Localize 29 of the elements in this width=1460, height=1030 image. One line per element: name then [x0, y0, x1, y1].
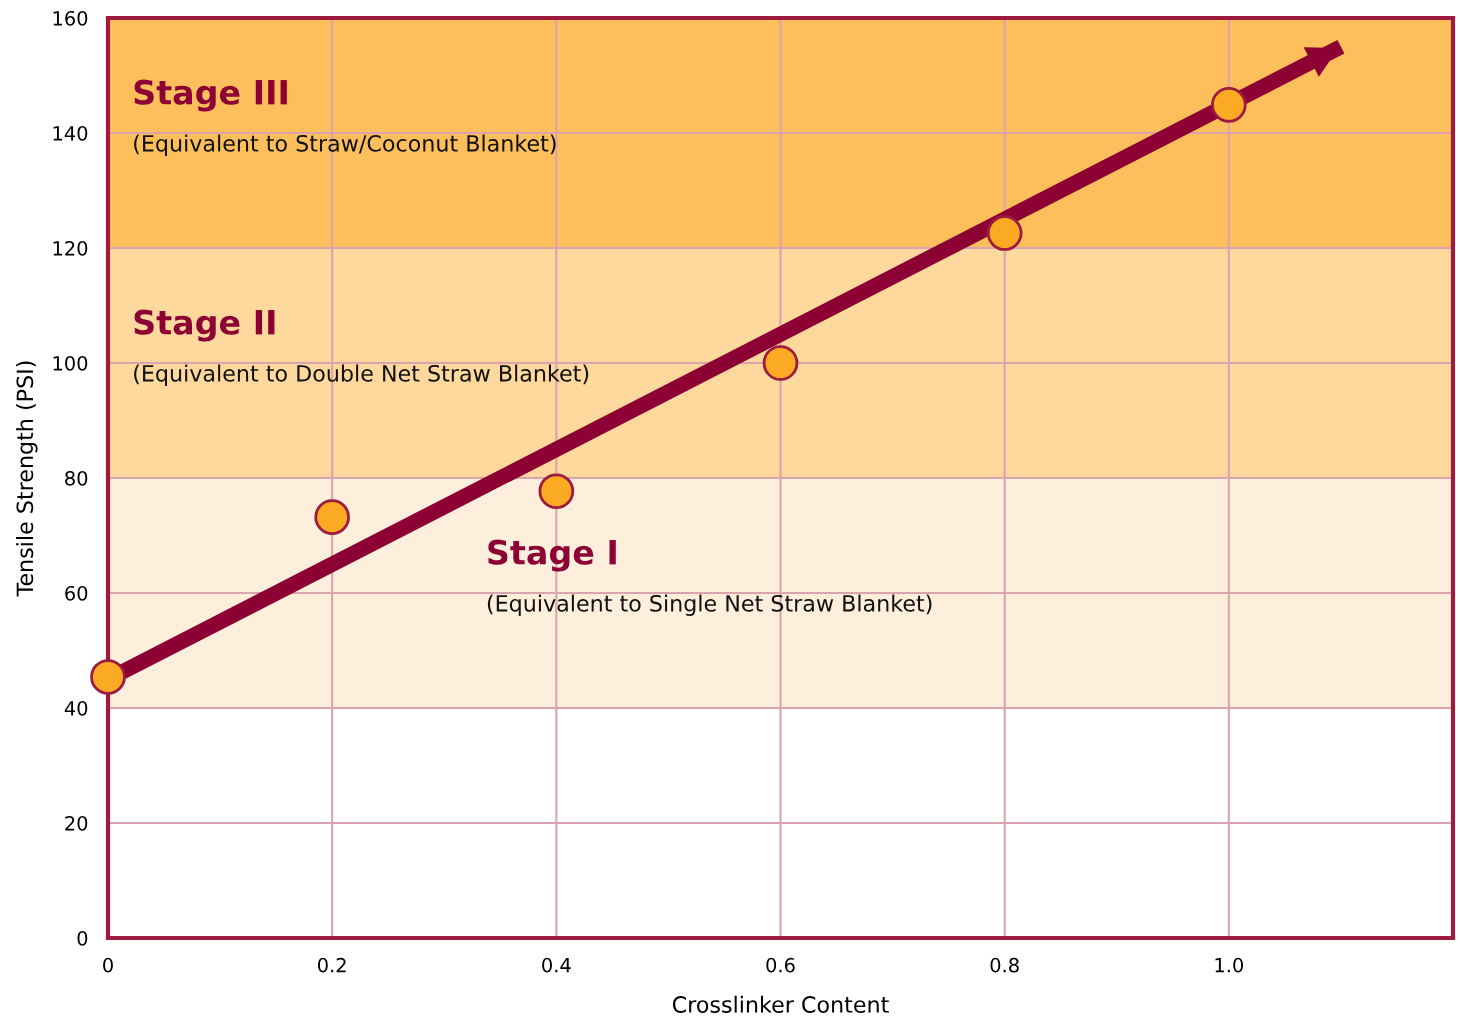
annotation: (Equivalent to Single Net Straw Blanket)	[487, 594, 932, 616]
y-tick-label: 160	[53, 10, 88, 26]
point	[762, 345, 799, 381]
band-label: Stage III	[134, 79, 287, 112]
point	[986, 215, 1023, 251]
x-tick-label: 1.0	[1215, 957, 1243, 973]
annotation: (Equivalent to Double Net Straw Blanket)	[134, 364, 589, 386]
annotation: (Equivalent to Straw/Coconut Blanket)	[134, 134, 556, 156]
y-tick-label: 80	[65, 470, 88, 486]
point	[314, 499, 350, 535]
band-label: Stage II	[134, 309, 275, 342]
y-axis-title: Tensile Strength (PSI)	[16, 361, 38, 597]
y-tick-label: 120	[53, 240, 88, 256]
y-tick-label: 100	[53, 355, 88, 371]
x-tick-label: 0.2	[317, 957, 346, 973]
x-tick-label: 0	[103, 957, 113, 973]
x-axis-title: Crosslinker Content	[672, 995, 889, 1013]
y-tick-label: 60	[65, 585, 88, 601]
point	[1211, 87, 1247, 123]
point	[538, 473, 575, 510]
y-tick-label: 20	[65, 815, 88, 831]
point	[90, 659, 126, 695]
y-tick-label: 0	[77, 930, 88, 946]
y-tick-label: 40	[64, 700, 88, 716]
x-tick-label: 0.8	[990, 957, 1019, 973]
x-tick-label: 0.4	[542, 957, 571, 973]
x-tick-label: 0.6	[766, 957, 795, 973]
y-tick-label: 140	[53, 125, 88, 141]
band-label: Stage I	[488, 539, 616, 572]
